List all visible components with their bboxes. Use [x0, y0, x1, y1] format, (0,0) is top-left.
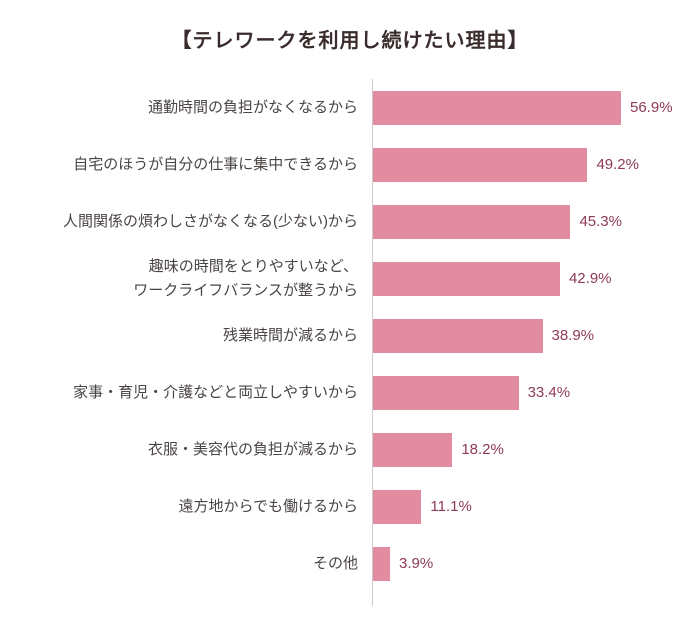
bar-area: 38.9%	[372, 307, 700, 364]
bar-area: 33.4%	[372, 364, 700, 421]
bar-area: 42.9%	[372, 250, 700, 307]
chart-title: 【テレワークを利用し続けたい理由】	[171, 30, 529, 52]
bar	[373, 261, 560, 296]
value-label: 33.4%	[527, 384, 571, 401]
category-label: 自宅のほうが自分の仕事に集中できるから	[73, 155, 358, 173]
value-label: 38.9%	[551, 327, 595, 344]
chart-row: 人間関係の煩わしさがなくなる(少ない)から 45.3%	[0, 193, 700, 250]
category-label: 趣味の時間をとりやすいなど、 ワークライフバランスが整うから	[133, 258, 358, 299]
chart-row: 趣味の時間をとりやすいなど、 ワークライフバランスが整うから 42.9%	[0, 250, 700, 307]
category-label: 残業時間が減るから	[222, 326, 358, 344]
bar-area: 49.2%	[372, 136, 700, 193]
bar	[373, 375, 519, 410]
chart-row: 家事・育児・介護などと両立しやすいから 33.4%	[0, 364, 700, 421]
bar	[373, 318, 543, 353]
chart-row: その他 3.9%	[0, 535, 700, 592]
chart-row: 遠方地からでも働けるから 11.1%	[0, 478, 700, 535]
bar-area: 18.2%	[372, 421, 700, 478]
value-label: 18.2%	[461, 441, 504, 458]
value-label: 11.1%	[430, 498, 472, 515]
value-label: 3.9%	[398, 555, 434, 572]
chart-row: 通勤時間の負担がなくなるから 56.9%	[0, 79, 700, 136]
axis-line-tail	[372, 592, 374, 606]
value-label: 42.9%	[568, 270, 612, 287]
bar	[373, 204, 571, 239]
bar	[373, 432, 453, 467]
value-label: 56.9%	[630, 99, 673, 116]
category-label: 家事・育児・介護などと両立しやすいから	[73, 383, 358, 401]
chart-rows: 通勤時間の負担がなくなるから 56.9% 自宅のほうが自分の仕事に集中できるから 49…	[0, 79, 700, 592]
chart-row: 残業時間が減るから 38.9%	[0, 307, 700, 364]
category-label: 人間関係の煩わしさがなくなる(少ない)から	[63, 212, 358, 230]
category-label: 遠方地からでも働けるから	[178, 497, 358, 515]
chart-row: 自宅のほうが自分の仕事に集中できるから 49.2%	[0, 136, 700, 193]
category-label: 通勤時間の負担がなくなるから	[147, 98, 358, 116]
bar	[373, 546, 390, 581]
bar-area: 45.3%	[372, 193, 700, 250]
bar-area: 56.9%	[372, 79, 700, 136]
bar-area: 11.1%	[372, 478, 700, 535]
bar-area: 3.9%	[372, 535, 700, 592]
bar	[373, 489, 422, 524]
category-label: 衣服・美容代の負担が減るから	[147, 440, 358, 458]
value-label: 45.3%	[579, 213, 622, 230]
bar	[373, 90, 621, 125]
chart-row: 衣服・美容代の負担が減るから 18.2%	[0, 421, 700, 478]
bar	[373, 147, 588, 182]
value-label: 49.2%	[596, 156, 639, 173]
category-label: その他	[312, 554, 358, 572]
